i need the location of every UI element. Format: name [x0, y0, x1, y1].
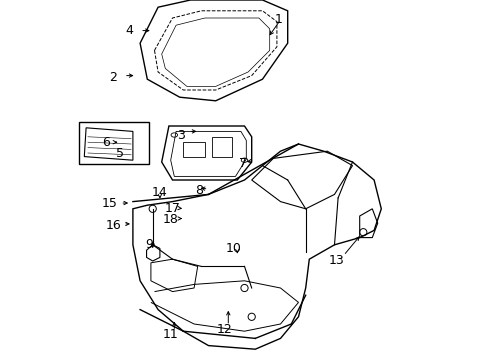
Bar: [212, 137, 231, 157]
Text: 2: 2: [109, 71, 117, 84]
Bar: [79, 122, 149, 164]
Text: 16: 16: [105, 219, 121, 231]
Text: 7: 7: [238, 157, 246, 170]
Text: 11: 11: [163, 328, 178, 341]
Text: 5: 5: [116, 147, 124, 159]
Text: 15: 15: [102, 197, 117, 210]
Text: 10: 10: [225, 242, 241, 255]
Text: 12: 12: [216, 323, 232, 336]
Text: 4: 4: [125, 24, 133, 37]
Text: 1: 1: [274, 13, 282, 26]
Text: 17: 17: [164, 202, 180, 215]
Bar: [183, 142, 204, 157]
Text: 14: 14: [152, 186, 167, 199]
Text: 6: 6: [102, 136, 110, 149]
Text: 13: 13: [328, 255, 344, 267]
Text: 18: 18: [163, 213, 178, 226]
Text: 3: 3: [177, 129, 185, 141]
Text: 9: 9: [145, 238, 153, 251]
Text: 8: 8: [195, 184, 203, 197]
